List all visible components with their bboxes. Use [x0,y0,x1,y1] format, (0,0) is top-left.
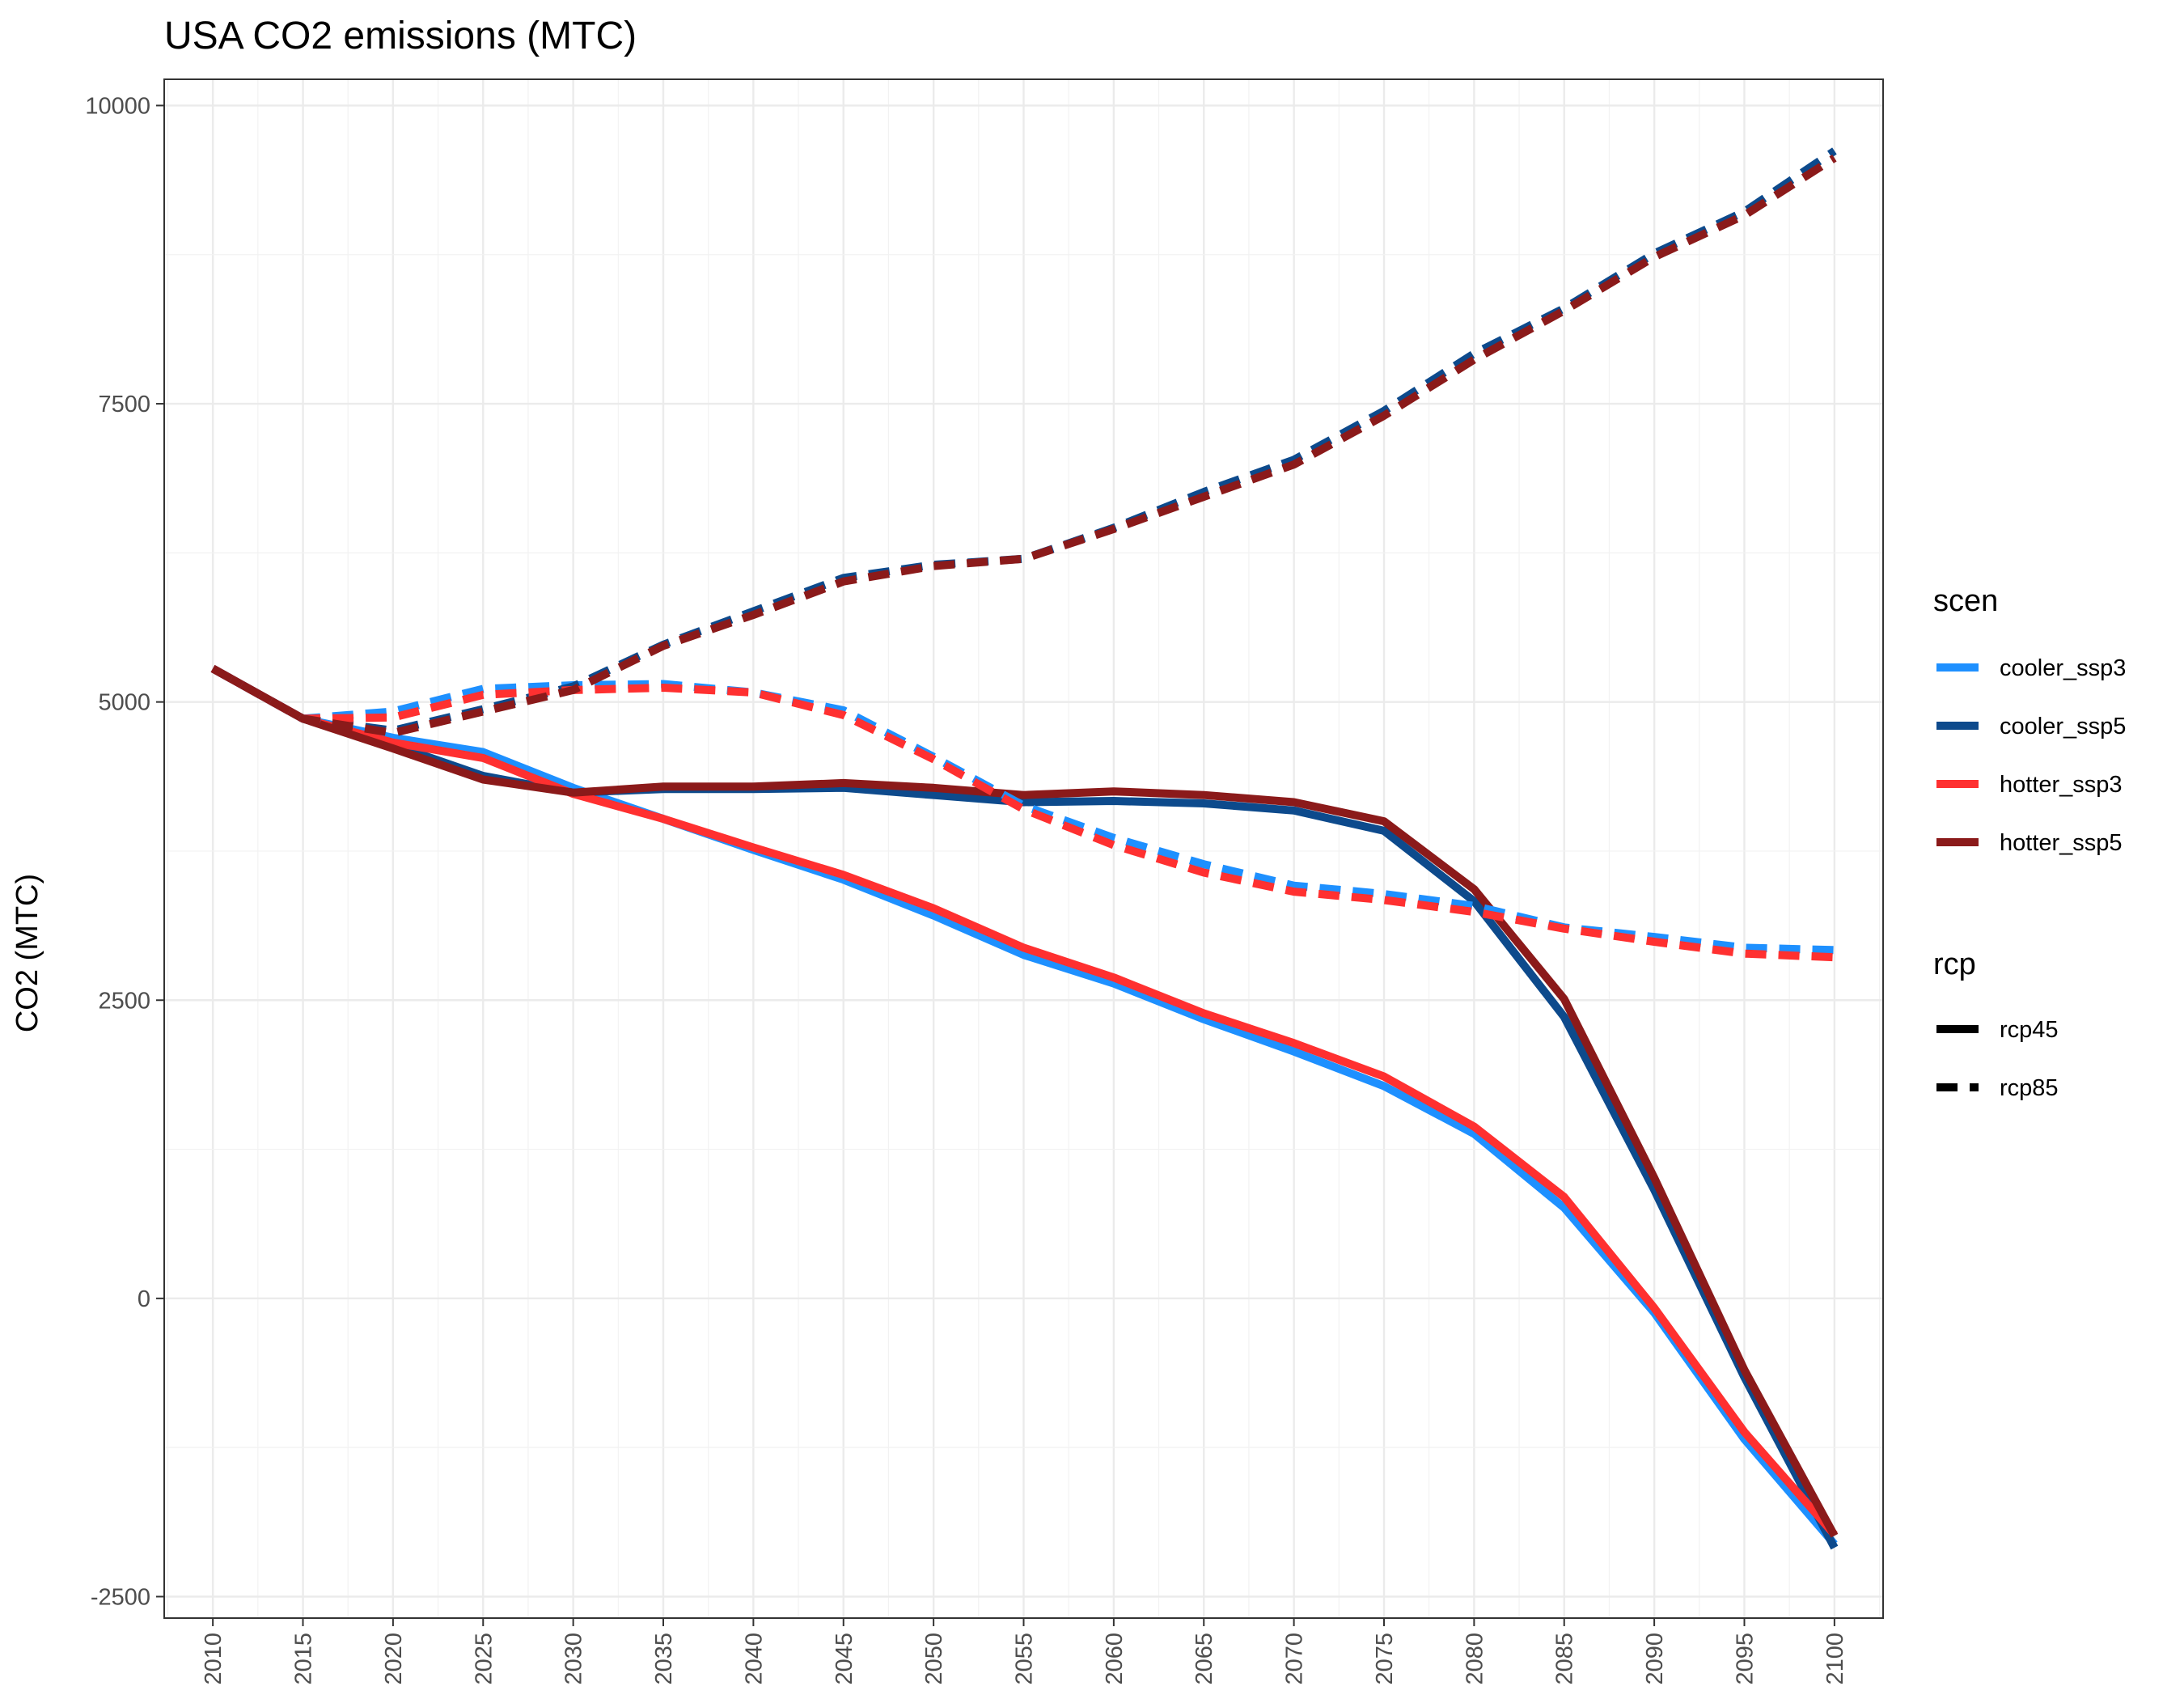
legend-label-hotter_ssp3: hotter_ssp3 [2000,772,2123,798]
series-line-hotter_ssp5-rcp45 [210,665,1839,1538]
y-tick-label: -2500 [91,1584,150,1610]
y-axis-title: CO2 (MTC) [11,874,44,1032]
legend-title-scen: scen [1933,584,1998,618]
series-line-hotter_ssp3-rcp45 [210,665,1838,1538]
x-tick-label: 2025 [471,1633,497,1685]
x-tick-label: 2030 [561,1633,587,1685]
x-tick-label: 2080 [1462,1633,1488,1685]
y-tick-label: 7500 [98,392,150,417]
x-tick-label: 2020 [381,1633,407,1685]
x-tick-label: 2035 [651,1633,677,1685]
legend-title-rcp: rcp [1933,947,1976,981]
legend-label-hotter_ssp5: hotter_ssp5 [2000,830,2123,856]
x-tick-label: 2075 [1372,1633,1398,1685]
legend-label-rcp45: rcp45 [2000,1017,2059,1043]
legend: scen cooler_ssp3 cooler_ssp5 hotter_ssp3hot… [1933,584,2126,1101]
legend-label-rcp85: rcp85 [2000,1075,2059,1101]
x-tick-label: 2070 [1282,1633,1308,1685]
y-tick-label: 0 [138,1286,150,1312]
y-tick-label: 5000 [98,690,150,716]
series-line-hotter_ssp3-rcp85 [210,665,1835,962]
x-tick-label: 2045 [832,1633,857,1685]
x-tick-label: 2085 [1552,1633,1578,1685]
x-tick-label: 2055 [1012,1633,1038,1685]
legend-label-cooler_ssp3: cooler_ssp3 [2000,655,2126,681]
series-lines [210,147,1839,1550]
x-tick-label: 2065 [1191,1633,1217,1685]
y-tick-label: 10000 [85,93,150,119]
x-tick-label: 2095 [1732,1633,1758,1685]
x-tick-label: 2015 [291,1633,317,1685]
x-tick-label: 2060 [1102,1633,1128,1685]
x-tick-label: 2010 [201,1633,226,1685]
x-tick-label: 2050 [921,1633,947,1685]
x-tick-label: 2100 [1822,1633,1848,1685]
x-tick-label: 2040 [741,1633,767,1685]
chart-title: USA CO2 emissions (MTC) [164,15,637,57]
axes: 2010 2015 2020 2025 2030 2035 2040 2045 2050 2055… [85,93,1848,1684]
series-line-cooler_ssp3-rcp45 [210,665,1838,1547]
legend-label-cooler_ssp5: cooler_ssp5 [2000,714,2126,739]
x-tick-label: 2090 [1642,1633,1668,1685]
y-tick-label: 2500 [98,988,150,1014]
